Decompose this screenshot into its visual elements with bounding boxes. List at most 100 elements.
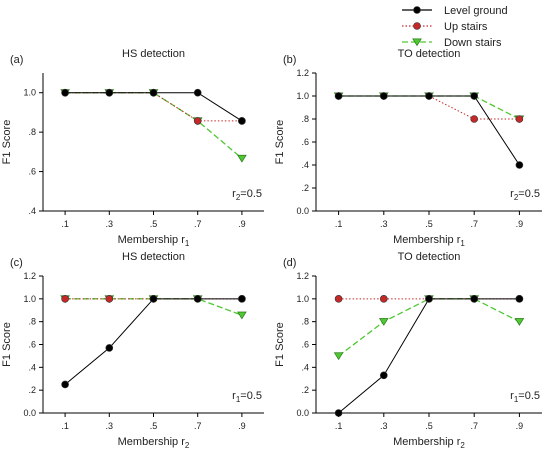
x-tick-label: .5 bbox=[425, 219, 433, 229]
legend: Level ground Up stairs Down stairs bbox=[402, 5, 508, 49]
series-line-level-ground bbox=[338, 95, 520, 166]
note-symbol: r bbox=[232, 188, 236, 200]
y-tick-label: .4 bbox=[301, 362, 309, 372]
x-tick-label: .3 bbox=[380, 421, 388, 431]
data-point-level-ground bbox=[334, 92, 343, 100]
y-tick-label: .6 bbox=[301, 340, 309, 350]
data-point-level-ground bbox=[105, 88, 114, 97]
data-point-level-ground bbox=[515, 161, 524, 169]
chart-title: TO detection bbox=[398, 48, 461, 60]
data-point-level-ground bbox=[149, 295, 158, 303]
y-tick-label: .6 bbox=[28, 167, 36, 177]
parameter-note: r1=0.5 bbox=[510, 390, 540, 404]
x-axis-label-main: Membership r bbox=[118, 234, 186, 246]
y-tick-label: 1.0 bbox=[296, 294, 309, 304]
panel-label: (b) bbox=[283, 54, 296, 66]
x-tick-label: .7 bbox=[194, 219, 202, 229]
data-point-level-ground bbox=[379, 371, 388, 380]
y-tick-label: 0.0 bbox=[296, 206, 309, 216]
x-tick-label: .9 bbox=[516, 421, 524, 431]
data-point-up-stairs bbox=[105, 295, 114, 303]
data-point-up-stairs bbox=[61, 295, 69, 303]
data-point-level-ground bbox=[425, 92, 433, 100]
x-tick-label: .9 bbox=[516, 219, 524, 229]
parameter-note: r2=0.5 bbox=[510, 188, 540, 202]
parameter-note: r2=0.5 bbox=[232, 188, 262, 202]
legend-marker bbox=[412, 38, 422, 47]
series-line-level-ground bbox=[64, 298, 242, 385]
x-tick-label: .3 bbox=[380, 219, 388, 229]
data-point-level-ground bbox=[425, 295, 433, 303]
data-point-level-ground bbox=[193, 88, 202, 97]
series-line-down-stairs bbox=[65, 92, 243, 159]
x-tick-label: .1 bbox=[61, 421, 69, 431]
y-tick-label: .6 bbox=[28, 340, 36, 350]
y-axis-label: F1 Score bbox=[274, 120, 286, 165]
x-tick-label: .7 bbox=[194, 421, 202, 431]
x-axis-label-sub: 1 bbox=[185, 239, 190, 248]
data-point-level-ground bbox=[470, 295, 479, 303]
y-tick-label: .8 bbox=[28, 317, 36, 327]
note-subscript: 1 bbox=[514, 395, 519, 404]
y-tick-label: .4 bbox=[28, 362, 36, 372]
y-tick-label: .4 bbox=[28, 206, 36, 216]
legend-label: Up stairs bbox=[444, 21, 488, 33]
data-point-level-ground bbox=[515, 295, 524, 303]
y-tick-label: 1.0 bbox=[296, 91, 309, 101]
data-point-up-stairs bbox=[334, 295, 343, 303]
y-tick-label: .2 bbox=[28, 385, 36, 395]
series-line-down-stairs bbox=[338, 298, 520, 357]
y-tick-label: .4 bbox=[301, 160, 309, 170]
y-tick-label: .2 bbox=[301, 385, 309, 395]
y-tick-label: .8 bbox=[301, 317, 309, 327]
x-tick-label: .1 bbox=[335, 421, 343, 431]
x-axis-label-main: Membership r bbox=[118, 436, 186, 448]
data-point-level-ground bbox=[105, 344, 114, 352]
data-point-up-stairs bbox=[379, 295, 388, 303]
note-value: =0.5 bbox=[518, 188, 540, 200]
x-axis-label: Membership r1 bbox=[118, 234, 190, 248]
parameter-note: r1=0.5 bbox=[232, 390, 262, 404]
chart-panel: 0.0 .2 .4 .6 .8 1.0 1.2 .1 .3 .5 .7 .9 (d) TO detecti… bbox=[274, 251, 542, 450]
x-tick-label: .7 bbox=[470, 219, 478, 229]
note-value: =0.5 bbox=[518, 390, 540, 402]
chart-title: TO detection bbox=[398, 251, 461, 263]
panel-label: (a) bbox=[10, 54, 23, 66]
note-symbol: r bbox=[510, 188, 514, 200]
chart-panel: 0.0 .2 .4 .6 .8 1.0 1.2 .1 .3 .5 .7 .9 (b) TO detecti… bbox=[274, 48, 542, 248]
y-axis-label: F1 Score bbox=[274, 322, 286, 367]
y-tick-label: 1.0 bbox=[23, 88, 36, 98]
y-tick-label: .2 bbox=[301, 183, 309, 193]
y-tick-label: .8 bbox=[301, 114, 309, 124]
x-tick-label: .9 bbox=[238, 421, 246, 431]
x-axis-label-main: Membership r bbox=[393, 436, 461, 448]
y-axis-label: F1 Score bbox=[1, 120, 13, 165]
y-tick-label: .8 bbox=[28, 127, 36, 137]
chart-panel: 0.0 .2 .4 .6 .8 1.0 1.2 .1 .3 .5 .7 .9 (c) HS detecti… bbox=[1, 251, 264, 450]
data-point-down-stairs bbox=[237, 311, 247, 320]
data-point-down-stairs bbox=[333, 352, 344, 361]
data-point-down-stairs bbox=[378, 318, 389, 326]
note-symbol: r bbox=[232, 390, 236, 402]
x-tick-label: .3 bbox=[106, 421, 114, 431]
panel-label: (d) bbox=[283, 257, 296, 269]
note-subscript: 2 bbox=[514, 193, 519, 202]
series-line-level-ground bbox=[338, 298, 520, 414]
legend-label: Level ground bbox=[444, 5, 508, 17]
chart-title: HS detection bbox=[122, 251, 185, 263]
chart-title: HS detection bbox=[122, 48, 185, 60]
x-axis-label: Membership r1 bbox=[393, 234, 465, 248]
data-point-level-ground bbox=[193, 295, 202, 303]
panel-label: (c) bbox=[10, 257, 23, 269]
x-tick-label: .1 bbox=[61, 219, 69, 229]
x-tick-label: .7 bbox=[470, 421, 478, 431]
x-axis-label-sub: 2 bbox=[460, 441, 465, 450]
x-tick-label: .5 bbox=[150, 421, 158, 431]
x-axis-label-main: Membership r bbox=[393, 234, 461, 246]
x-axis-label-sub: 1 bbox=[460, 239, 465, 248]
y-tick-label: 1.2 bbox=[296, 271, 309, 281]
chart-panel: .4 .6 .8 1.0 .1 .3 .5 .7 .9 (a) HS detection F1 Sco… bbox=[1, 48, 264, 248]
note-subscript: 1 bbox=[236, 395, 241, 404]
data-point-level-ground bbox=[61, 88, 69, 97]
